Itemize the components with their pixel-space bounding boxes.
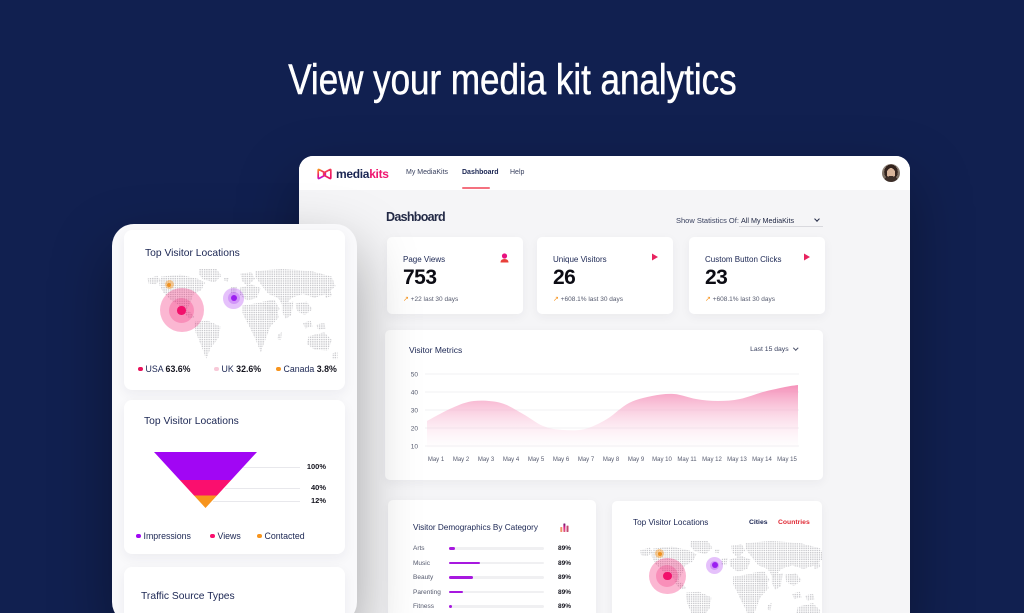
svg-text:May 9: May 9: [628, 457, 645, 463]
svg-text:May 7: May 7: [578, 457, 595, 463]
svg-text:20: 20: [411, 426, 419, 433]
svg-text:May 12: May 12: [702, 457, 722, 463]
svg-text:May 11: May 11: [677, 457, 697, 463]
svg-text:May 2: May 2: [453, 457, 470, 463]
svg-text:May 4: May 4: [503, 457, 520, 463]
svg-text:May 6: May 6: [553, 457, 570, 463]
svg-text:40: 40: [411, 390, 419, 397]
svg-text:May 14: May 14: [752, 457, 772, 463]
svg-text:May 1: May 1: [428, 457, 445, 463]
svg-text:30: 30: [411, 408, 419, 415]
svg-text:May 15: May 15: [777, 457, 797, 463]
svg-text:May 8: May 8: [603, 457, 620, 463]
svg-text:10: 10: [411, 444, 419, 451]
svg-text:May 5: May 5: [528, 457, 545, 463]
svg-text:50: 50: [411, 372, 419, 379]
svg-text:May 3: May 3: [478, 457, 495, 463]
svg-text:May 10: May 10: [652, 457, 672, 463]
svg-text:May 13: May 13: [727, 457, 747, 463]
